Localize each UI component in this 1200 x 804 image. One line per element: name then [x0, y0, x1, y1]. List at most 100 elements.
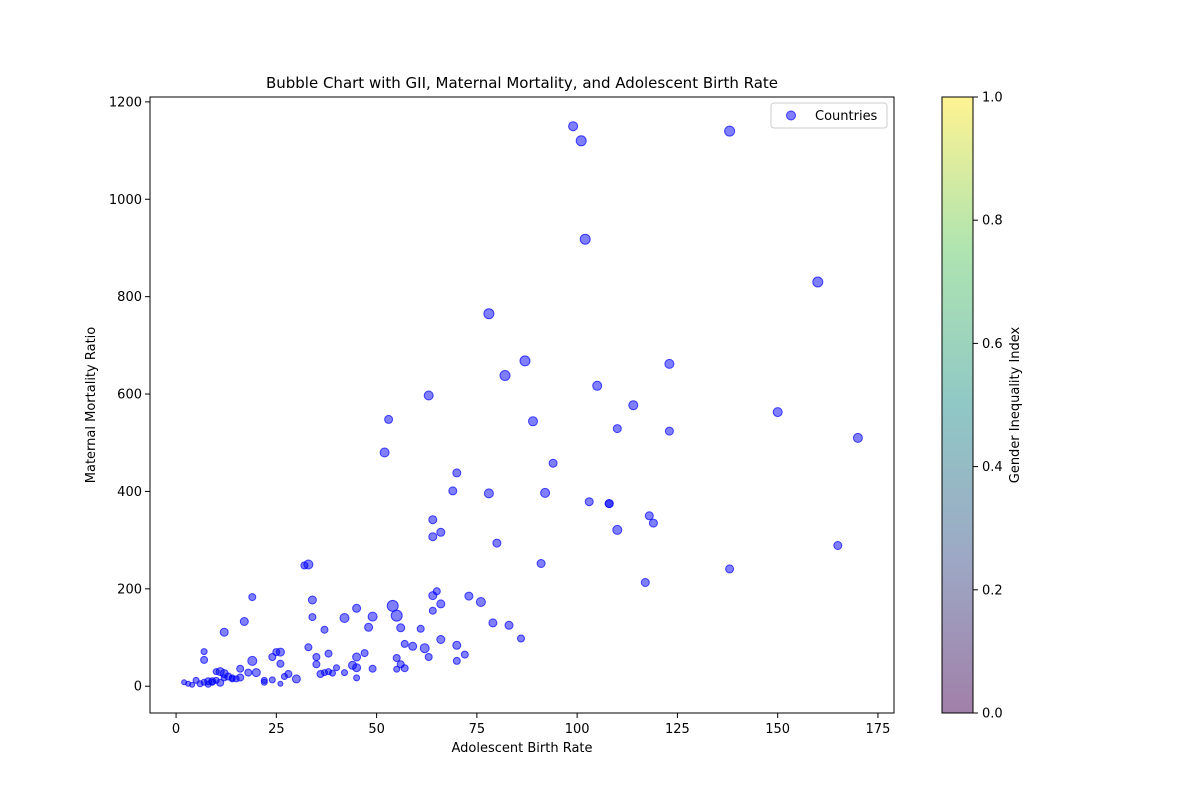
x-tick-label: 150	[765, 722, 790, 737]
data-point	[384, 414, 394, 424]
data-point	[379, 447, 390, 458]
colorbar-label: Gender Inequality Index	[1008, 326, 1023, 483]
y-tick-label: 200	[117, 582, 142, 597]
data-point	[460, 650, 469, 659]
data-point	[396, 623, 406, 633]
data-point	[592, 380, 603, 391]
data-point	[368, 664, 377, 673]
data-point	[400, 639, 409, 648]
data-point	[428, 606, 437, 615]
data-point	[436, 599, 446, 609]
data-point	[333, 664, 340, 672]
data-point	[204, 680, 212, 688]
data-point	[584, 497, 594, 507]
x-axis-ticks: 0 25 50 75 100 125 150 175	[172, 713, 890, 737]
data-point	[612, 424, 622, 434]
data-point	[548, 458, 558, 468]
data-point	[277, 680, 284, 687]
data-point	[390, 609, 403, 622]
colorbar: 0.0 0.2 0.4 0.6 0.8 1.0 Gender Inequality Ind…	[941, 91, 1023, 722]
data-point	[664, 358, 675, 369]
legend: Countries	[770, 102, 888, 129]
colorbar-frame	[941, 96, 974, 714]
data-point	[833, 541, 843, 550]
data-point	[275, 647, 285, 657]
data-point	[352, 652, 362, 662]
data-point	[488, 618, 498, 628]
data-point	[300, 561, 309, 570]
data-point	[452, 656, 461, 665]
data-point	[423, 390, 434, 401]
data-point	[852, 432, 863, 443]
data-point	[251, 668, 261, 678]
data-point	[239, 617, 249, 626]
data-point	[352, 603, 362, 613]
data-point	[248, 593, 257, 602]
data-point	[628, 400, 639, 411]
data-point	[291, 674, 301, 684]
legend-label: Countries	[815, 109, 878, 124]
data-point	[216, 678, 225, 687]
data-point	[579, 233, 591, 245]
data-point	[212, 668, 220, 676]
data-point	[499, 370, 511, 381]
legend-box	[770, 102, 888, 129]
x-tick-label: 0	[172, 722, 180, 737]
y-tick-label: 0	[134, 680, 142, 695]
data-point	[772, 407, 783, 418]
data-point	[393, 665, 401, 673]
data-point	[325, 668, 332, 676]
data-point	[483, 488, 494, 499]
data-point	[219, 627, 229, 637]
data-point	[492, 538, 502, 548]
colorbar-ticks: 0.0 0.2 0.4 0.6 0.8 1.0	[973, 91, 1003, 722]
data-point	[475, 597, 486, 607]
data-point	[200, 655, 209, 664]
data-point	[307, 595, 317, 605]
y-tick-label: 400	[117, 485, 142, 500]
data-point	[364, 622, 374, 632]
data-point	[280, 673, 288, 680]
y-axis-ticks: 0 200 400 600 800 1000 1200	[109, 95, 150, 695]
data-point	[181, 679, 188, 686]
data-point	[352, 663, 362, 673]
plot-area	[149, 96, 895, 714]
data-point	[640, 578, 650, 587]
data-point	[367, 611, 378, 622]
data-point	[452, 640, 462, 650]
data-point	[536, 559, 546, 568]
x-tick-label: 100	[565, 722, 590, 737]
data-point	[268, 676, 276, 684]
data-point	[428, 515, 438, 525]
data-point	[644, 511, 654, 521]
data-point	[260, 678, 268, 686]
data-point	[228, 674, 236, 682]
data-point	[244, 668, 253, 677]
colorbar-fill	[942, 97, 973, 713]
data-point	[428, 532, 438, 542]
x-tick-label: 175	[866, 722, 891, 737]
colorbar-tick-label: 0.6	[982, 337, 1003, 352]
legend-marker	[786, 110, 796, 121]
data-point	[504, 620, 514, 630]
data-point	[483, 308, 495, 320]
x-tick-label: 125	[665, 722, 690, 737]
y-tick-label: 1000	[109, 193, 142, 208]
data-point	[392, 654, 401, 662]
data-point	[725, 564, 735, 574]
data-point	[540, 487, 551, 498]
x-tick-label: 25	[268, 722, 285, 737]
data-point	[416, 624, 425, 633]
y-tick-label: 800	[117, 290, 142, 305]
data-point	[308, 613, 317, 622]
data-point	[276, 659, 285, 668]
data-point	[612, 524, 623, 535]
data-point	[648, 518, 658, 528]
x-tick-label: 50	[368, 722, 385, 737]
data-point	[341, 669, 348, 677]
data-point	[400, 664, 409, 673]
colorbar-tick-label: 0.2	[982, 583, 1003, 598]
data-point	[419, 643, 430, 654]
data-point	[436, 527, 446, 537]
